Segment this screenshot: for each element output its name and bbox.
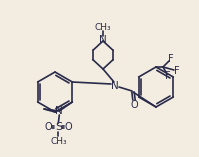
Text: S: S (55, 122, 62, 132)
Text: CH₃: CH₃ (50, 136, 67, 146)
Text: F: F (168, 54, 174, 64)
Text: F: F (165, 71, 171, 81)
Text: O: O (64, 122, 72, 132)
Text: O: O (130, 100, 138, 110)
Text: CH₃: CH₃ (95, 24, 111, 32)
Text: O: O (45, 122, 52, 132)
Text: N: N (111, 81, 119, 91)
Text: N: N (56, 106, 63, 116)
Text: F: F (174, 66, 180, 76)
Text: N: N (99, 35, 107, 45)
